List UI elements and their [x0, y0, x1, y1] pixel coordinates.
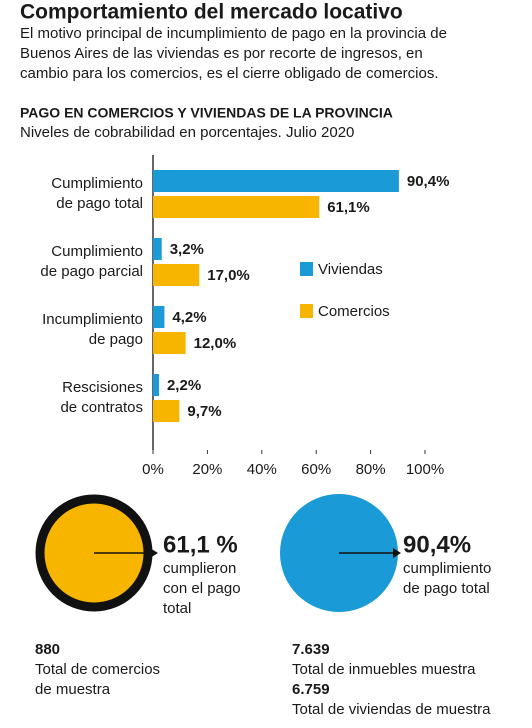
sample-number: 6.759: [292, 681, 330, 698]
description: El motivo principal de incumplimiento de…: [20, 25, 447, 82]
x-tick-label: 100%: [406, 461, 444, 478]
x-tick-label: 40%: [247, 461, 277, 478]
bar: [153, 306, 165, 328]
bar: [153, 170, 399, 192]
summary-comercios: 61,1 % cumplieron con el pago total: [35, 494, 241, 617]
sample-text: Total de inmuebles muestra: [292, 661, 476, 678]
category-label: Incumplimiento de pago: [42, 311, 143, 348]
value-label: 2,2%: [167, 377, 201, 394]
legend-swatch: [300, 304, 313, 318]
title: Comportamiento del mercado locativo: [20, 1, 403, 24]
value-label: 90,4%: [407, 173, 450, 190]
category-label: Cumplimiento de pago parcial: [40, 243, 143, 280]
value-label: 4,2%: [172, 309, 206, 326]
sample-text: Total de comercios de muestra: [35, 661, 160, 698]
chart-title: PAGO EN COMERCIOS Y VIVIENDAS DE LA PROV…: [20, 105, 393, 121]
x-tick-label: 80%: [356, 461, 386, 478]
chart-subtitle: Niveles de cobrabilidad en porcentajes. …: [20, 124, 354, 141]
x-tick-label: 20%: [192, 461, 222, 478]
bar: [153, 400, 180, 422]
legend-swatch: [300, 262, 313, 276]
summary-text: cumplieron con el pago total: [163, 560, 241, 617]
value-label: 61,1%: [327, 199, 370, 216]
category-label: Cumplimiento de pago total: [51, 175, 143, 212]
legend-label: Viviendas: [318, 261, 383, 278]
sample-number: 7.639: [292, 641, 330, 658]
arrow-head: [150, 548, 158, 558]
value-label: 3,2%: [170, 241, 204, 258]
bar: [153, 374, 159, 396]
sample-text: Total de viviendas de muestra: [292, 701, 491, 718]
summary-value: 61,1 %: [163, 531, 238, 558]
value-label: 17,0%: [207, 267, 250, 284]
legend-label: Comercios: [318, 303, 390, 320]
bar: [153, 264, 200, 286]
arrow-head: [393, 548, 401, 558]
summary-viviendas: 90,4% cumplimiento de pago total: [280, 494, 491, 612]
summary-text: cumplimiento de pago total: [403, 560, 491, 597]
bar: [153, 238, 162, 260]
value-label: 12,0%: [194, 335, 237, 352]
category-label: Rescisiones de contratos: [60, 379, 143, 416]
summary-value: 90,4%: [403, 531, 471, 558]
x-tick-label: 0%: [142, 461, 164, 478]
x-tick-label: 60%: [301, 461, 331, 478]
value-label: 9,7%: [187, 403, 221, 420]
bar: [153, 196, 320, 218]
sample-number: 880: [35, 641, 60, 658]
bar: [153, 332, 186, 354]
